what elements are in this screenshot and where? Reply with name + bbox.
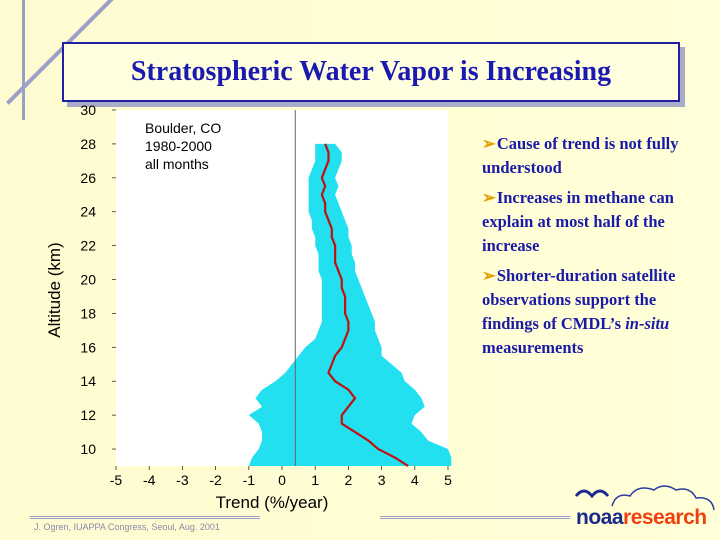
y-tick-label: 26 — [80, 170, 96, 186]
x-tick-label: -5 — [110, 472, 123, 488]
bullet-list: ➢Cause of trend is not fully understood … — [482, 132, 707, 366]
y-axis-label: Altitude (km) — [45, 242, 64, 337]
cloud-icon — [574, 485, 715, 511]
logo-research-text: research — [623, 506, 707, 529]
decorative-frame-line — [22, 0, 25, 120]
bullet-text: Cause of trend is not fully understood — [482, 134, 679, 177]
footer-rule-right — [380, 516, 570, 519]
footer-rule-left — [30, 516, 260, 519]
arrow-bullet-icon: ➢ — [482, 188, 496, 207]
title-box: Stratospheric Water Vapor is Increasing — [62, 42, 680, 102]
arrow-bullet-icon: ➢ — [482, 134, 496, 153]
x-tick-label: -4 — [143, 472, 156, 488]
y-tick-label: 12 — [80, 407, 96, 423]
chart-annotation: all months — [145, 156, 209, 172]
noaa-research-logo: noaaresearch — [572, 482, 718, 538]
bullet-text: Increases in methane can explain at most… — [482, 188, 674, 255]
y-tick-label: 10 — [80, 441, 96, 457]
x-axis-label: Trend (%/year) — [216, 493, 329, 512]
slide-title: Stratospheric Water Vapor is Increasing — [130, 56, 612, 87]
x-tick-label: 1 — [311, 472, 319, 488]
x-tick-label: 3 — [378, 472, 386, 488]
bullet-item: ➢Increases in methane can explain at mos… — [482, 186, 707, 258]
x-tick-label: 5 — [444, 472, 452, 488]
trend-line — [320, 143, 409, 467]
x-tick-label: -3 — [176, 472, 189, 488]
bullet-text-post: measurements — [482, 338, 584, 357]
logo-wordmark: noaaresearch — [576, 506, 707, 530]
y-tick-label: 16 — [80, 339, 96, 355]
bullet-item: ➢Cause of trend is not fully understood — [482, 132, 707, 180]
y-tick-label: 14 — [80, 373, 96, 389]
y-tick-label: 18 — [80, 305, 96, 321]
y-tick-label: 22 — [80, 238, 96, 254]
bullet-text-pre: Shorter-duration satellite observations … — [482, 266, 676, 333]
bullet-text-italic: in-situ — [625, 314, 670, 333]
arrow-bullet-icon: ➢ — [482, 266, 496, 285]
bullet-item: ➢Shorter-duration satellite observations… — [482, 264, 707, 360]
x-tick-label: 4 — [411, 472, 419, 488]
x-tick-label: 2 — [345, 472, 353, 488]
x-tick-label: -1 — [243, 472, 256, 488]
y-tick-label: 24 — [80, 204, 96, 220]
x-tick-label: -2 — [209, 472, 222, 488]
chart-annotation: 1980-2000 — [145, 138, 212, 154]
logo-noaa-text: noaa — [576, 506, 624, 529]
uncertainty-band — [248, 143, 452, 466]
footer-credit: J. Ogren, IUAPPA Congress, Seoul, Aug. 2… — [34, 522, 220, 532]
y-tick-label: 30 — [80, 102, 96, 118]
x-tick-label: 0 — [278, 472, 286, 488]
y-tick-label: 28 — [80, 136, 96, 152]
chart-annotation: Boulder, CO — [145, 120, 221, 136]
y-tick-label: 20 — [80, 272, 96, 288]
